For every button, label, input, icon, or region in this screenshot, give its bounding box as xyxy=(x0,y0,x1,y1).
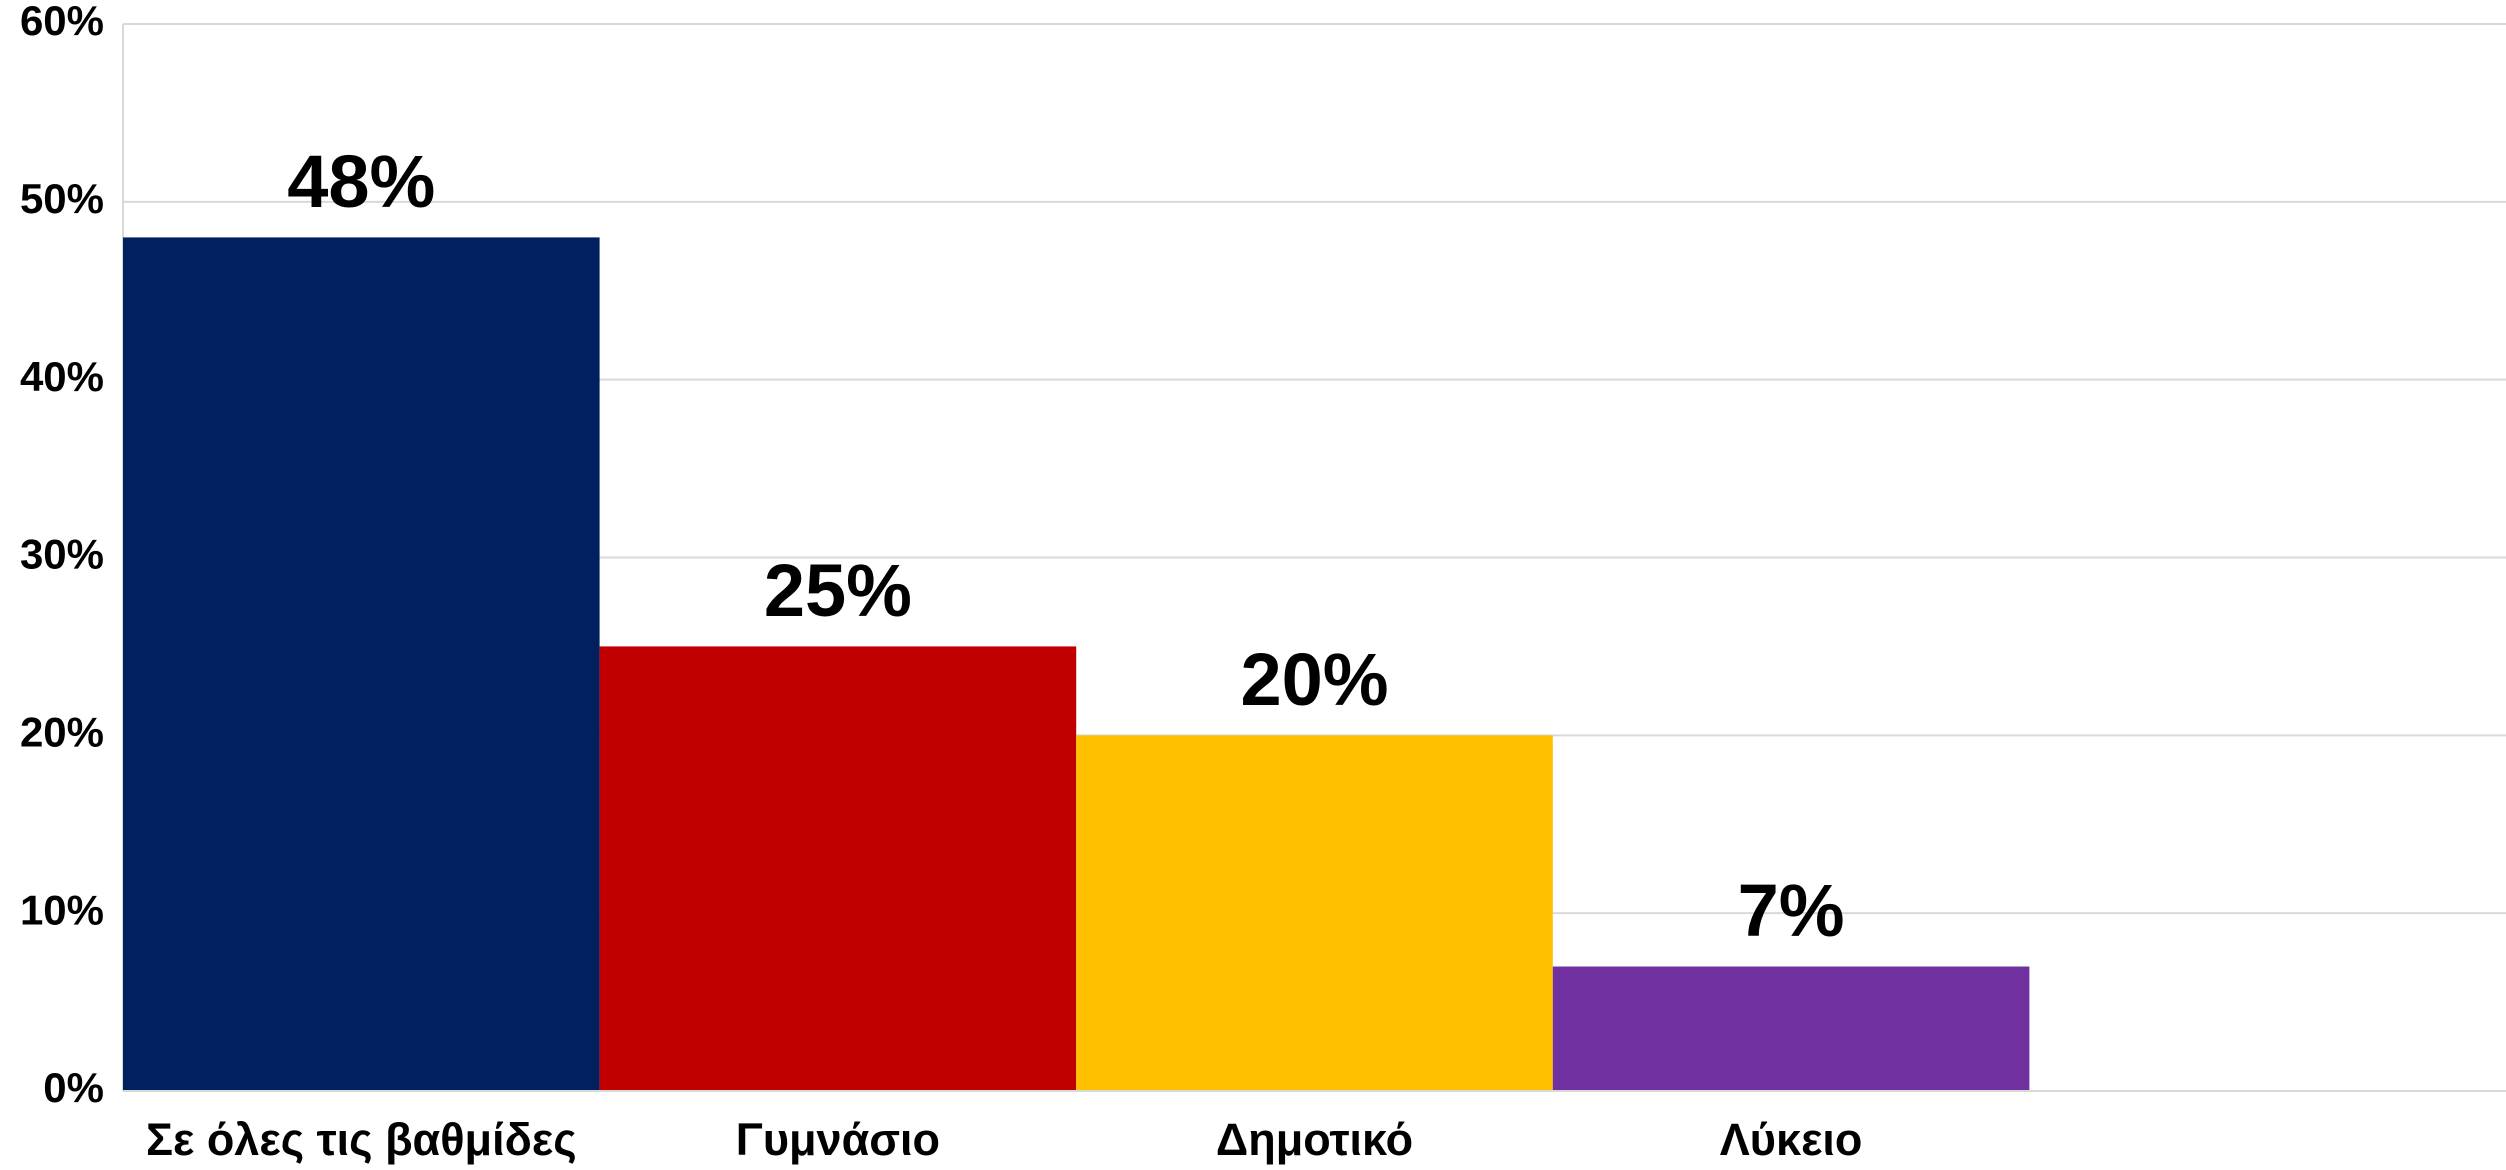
x-tick-label: Γυμνάσιο xyxy=(736,1114,940,1165)
y-tick-label: 10% xyxy=(20,886,104,933)
x-tick-label: Λύκειο xyxy=(1720,1114,1863,1165)
x-tick-label: Δημοτικό xyxy=(1216,1114,1413,1165)
bar xyxy=(1552,966,2030,1091)
y-tick-label: 50% xyxy=(20,175,104,222)
y-tick-label: 40% xyxy=(20,353,104,400)
data-label: 20% xyxy=(1240,638,1388,721)
data-label: 48% xyxy=(287,140,435,223)
data-label: 7% xyxy=(1738,869,1845,952)
y-tick-label: 0% xyxy=(43,1064,104,1111)
y-tick-label: 30% xyxy=(20,531,104,578)
bar xyxy=(1076,735,1553,1091)
bar xyxy=(123,237,600,1091)
y-tick-label: 60% xyxy=(20,0,104,44)
x-tick-label: Σε όλες τις βαθμίδες xyxy=(146,1114,577,1165)
y-tick-label: 20% xyxy=(20,708,104,755)
data-label: 25% xyxy=(764,549,912,632)
bar xyxy=(599,646,1077,1091)
